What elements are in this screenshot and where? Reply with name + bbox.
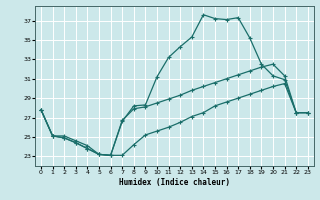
X-axis label: Humidex (Indice chaleur): Humidex (Indice chaleur) — [119, 178, 230, 187]
